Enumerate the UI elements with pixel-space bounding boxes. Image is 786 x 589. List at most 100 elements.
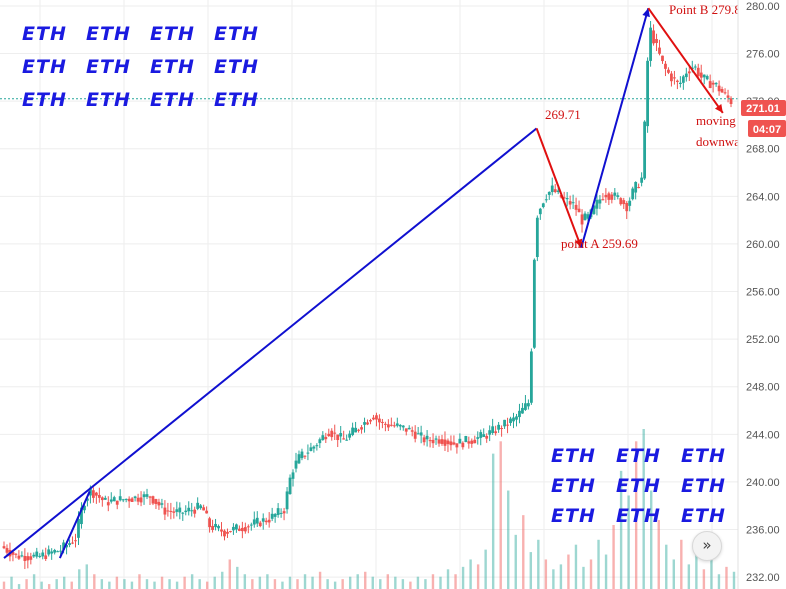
trend-line-moving-downwards-arrowhead [714,104,723,113]
trend-line-up-long [3,127,538,559]
candle-body [407,427,411,430]
eth-watermark-text: ETH [22,23,67,45]
y-tick-label: 268.00 [746,144,780,156]
scroll-to-realtime-button[interactable]: » [692,531,722,561]
volume-bar [296,579,299,589]
candle-body [80,507,83,525]
candle-body [541,203,545,208]
candle-body [181,512,185,514]
candle-body [503,419,506,427]
volume-bar [168,579,171,589]
candle-body [282,511,286,514]
candle-body [631,188,635,200]
candle-body [422,437,426,443]
candle-body [372,417,375,420]
candle-body [345,439,349,441]
candle-body [702,74,706,78]
volume-bar [522,515,525,589]
volume-bar [32,574,36,589]
candle-body [291,472,295,479]
candle-body [97,494,101,498]
volume-bar [17,584,21,589]
candle-body [726,95,730,98]
volume-bar [93,574,96,589]
candle-body [23,556,27,561]
volume-bar [439,576,442,589]
volume-bar [273,579,277,589]
volume-bar [198,579,201,589]
candle-body [607,193,611,200]
eth-watermarks: ETH ETH ETH ETH ETH ETH ETH ETH ETH ETH ETH ETH ETH E… [22,23,725,527]
candle-body [431,439,435,444]
volume-bar [130,581,134,589]
candle-body [610,194,614,200]
candle-body [333,432,337,434]
trend-lines[interactable] [3,7,724,559]
candle-body [512,417,515,422]
candle-body [434,438,438,440]
candle-body [267,519,271,523]
volume-bar [401,579,405,589]
volume-bar [672,559,675,589]
candle-body [324,436,328,440]
trend-line-up-to-point-b [580,7,650,248]
eth-watermark-text: ETH [551,475,596,497]
volume-bar [567,554,570,589]
volume-bar [634,441,638,589]
volume-bar [364,571,367,589]
candle-body [235,524,238,530]
candle-body [649,27,652,61]
candle-body [270,513,274,519]
candle-body [178,507,182,513]
candle-body [398,424,402,427]
candle-body [47,549,51,555]
current-price-tag: 271.01 [741,100,786,116]
candle-body [74,540,77,542]
candle-body [556,190,560,193]
candle-body [258,522,262,527]
volume-bar [190,574,194,589]
y-tick-label: 236.00 [746,525,780,537]
candle-body [336,434,340,441]
candle-body [580,214,584,225]
candle-body [571,202,575,204]
candle-body [261,518,265,522]
candle-body [246,526,250,528]
candle-body [315,445,319,447]
candle-body [160,503,164,505]
candle-body [500,428,503,430]
volume-bar [725,566,728,589]
candle-body [479,432,483,438]
candle-body [109,499,113,502]
y-tick-label: 256.00 [746,287,780,299]
candle-body [65,545,68,548]
candle-body [53,550,57,553]
point-a-annotation: point A 259.69 [561,236,638,251]
y-tick-label: 276.00 [746,49,780,61]
eth-watermark-text: ETH [551,445,596,467]
candle-body [148,496,152,498]
volume-bar [491,453,495,589]
candle-body [184,510,188,513]
candle-body [661,55,664,62]
candle-body [306,452,310,454]
volume-bar [318,571,322,589]
volume-bar [454,574,457,589]
volume-bar [446,569,450,589]
candle-body [708,81,712,89]
volume-bar [85,564,88,589]
candle-body [574,204,578,210]
candle-body [38,555,42,557]
y-tick-label: 252.00 [746,334,780,346]
volume-bar [702,569,706,589]
candle-body [637,187,641,189]
candle-body [392,425,396,427]
volume-bar [2,581,6,589]
price-axis[interactable]: 280.00276.00272.00268.00264.00260.00256.… [737,0,786,589]
eth-watermark-text: ETH [616,445,661,467]
y-tick-label: 240.00 [746,477,780,489]
candle-body [586,214,590,219]
candle-body [348,433,352,438]
eth-watermark-text: ETH [86,56,131,78]
